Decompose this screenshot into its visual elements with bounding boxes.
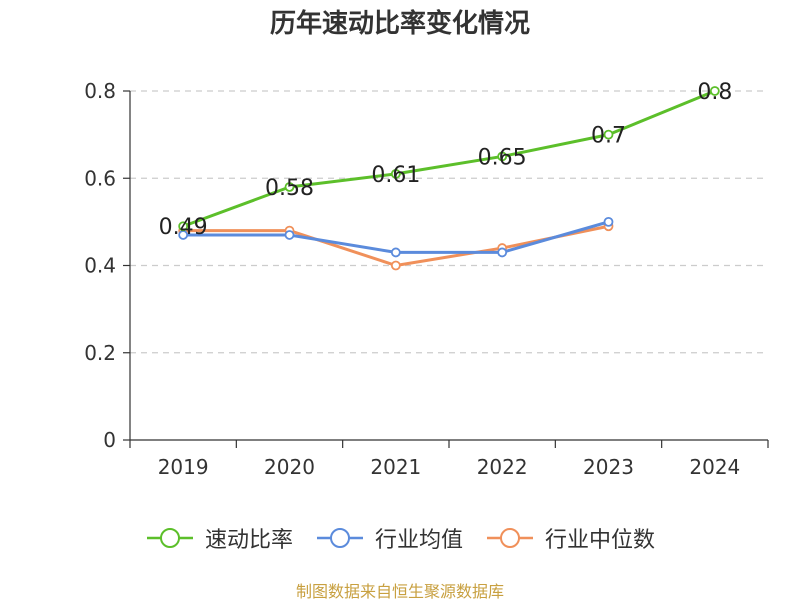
legend-label: 速动比率 [204, 528, 293, 553]
data-point [284, 182, 295, 192]
series-lines [178, 86, 720, 271]
data-point [390, 168, 401, 179]
data-label: 0.49 [159, 215, 208, 240]
chart-title: 历年速动比率变化情况 [269, 9, 530, 39]
data-point [497, 247, 508, 258]
legend: 速动比率 行业均值 行业中位数 [0, 518, 800, 558]
data-point [603, 216, 614, 227]
legend-item[interactable]: 速动比率 [145, 518, 293, 558]
legend-marker [487, 528, 533, 548]
series-line [183, 224, 609, 267]
legend-label: 行业均值 [374, 528, 463, 553]
x-tick-label: 2019 [158, 455, 209, 479]
series-line [182, 89, 716, 228]
source-note: 制图数据来自恒生聚源数据库 [295, 582, 504, 601]
legend-item[interactable]: 行业均值 [315, 518, 463, 558]
x-tick-label: 2020 [264, 455, 315, 479]
data-point [284, 230, 295, 240]
data-point [709, 86, 720, 96]
data-label: 0.7 [591, 124, 626, 149]
y-tick-label: 0.8 [84, 79, 116, 103]
data-point [178, 221, 189, 232]
x-tick-label: 2022 [477, 455, 528, 479]
data-labels: 0.49 0.58 0.61 0.65 0.7 0.8 [159, 80, 733, 240]
data-point [390, 247, 401, 258]
legend-marker [316, 528, 363, 548]
y-tick-label: 0.6 [84, 166, 116, 190]
y-tick-label: 0.2 [84, 341, 116, 365]
axes: 0 0.2 0.4 0.6 0.8 2019 2020 2021 2022 2023 2024 [84, 79, 769, 479]
x-tick-label: 2021 [370, 455, 421, 479]
grid-lines [130, 90, 768, 354]
x-tick-label: 2023 [583, 455, 634, 479]
data-label: 0.58 [265, 176, 314, 201]
x-tick-label: 2024 [689, 455, 740, 479]
legend-marker [146, 528, 193, 548]
data-label: 0.65 [478, 145, 527, 170]
legend-label: 行业中位数 [545, 528, 656, 553]
y-tick-label: 0 [103, 428, 116, 452]
data-point [390, 260, 401, 271]
legend-item[interactable]: 行业中位数 [485, 518, 655, 558]
data-label: 0.8 [697, 80, 732, 105]
data-point [603, 129, 614, 140]
data-point [497, 151, 508, 162]
data-label: 0.61 [371, 163, 420, 188]
y-tick-label: 0.4 [84, 254, 116, 278]
